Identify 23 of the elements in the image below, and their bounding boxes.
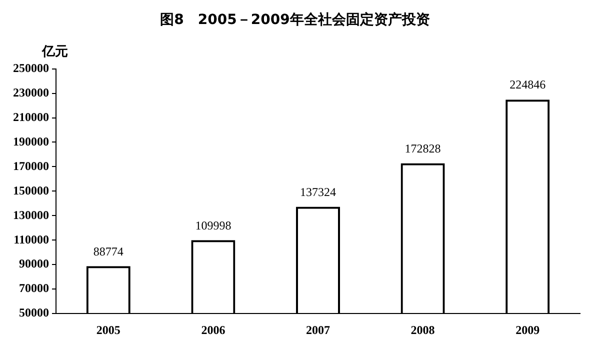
y-tick-label: 110000 (14, 232, 49, 246)
x-tick-label: 2006 (201, 322, 226, 337)
data-label: 88774 (93, 244, 124, 258)
y-tick-label: 210000 (13, 110, 49, 124)
y-tick-label: 130000 (13, 208, 49, 222)
x-tick-label: 2005 (96, 322, 120, 337)
y-tick-label: 250000 (13, 60, 49, 75)
data-label: 224846 (510, 78, 546, 92)
x-tick-label: 2007 (306, 322, 330, 337)
x-tick-label: 2009 (516, 322, 540, 337)
y-tick-label: 190000 (13, 134, 49, 148)
data-label: 137324 (300, 184, 336, 199)
y-tick-label: 230000 (13, 85, 49, 100)
y-tick-label: 70000 (19, 281, 49, 296)
data-label: 172828 (404, 141, 441, 156)
data-label: 109998 (195, 218, 232, 232)
x-tick-label: 2008 (410, 322, 435, 337)
y-tick-label: 90000 (19, 256, 49, 271)
y-tick-label: 170000 (13, 158, 49, 173)
y-tick-label: 50000 (19, 306, 49, 320)
y-axis-title: 亿元 (41, 44, 68, 60)
y-tick-label: 150000 (13, 183, 49, 198)
chart-title: 图8 2005－2009年全社会固定资产投资 (160, 11, 430, 28)
